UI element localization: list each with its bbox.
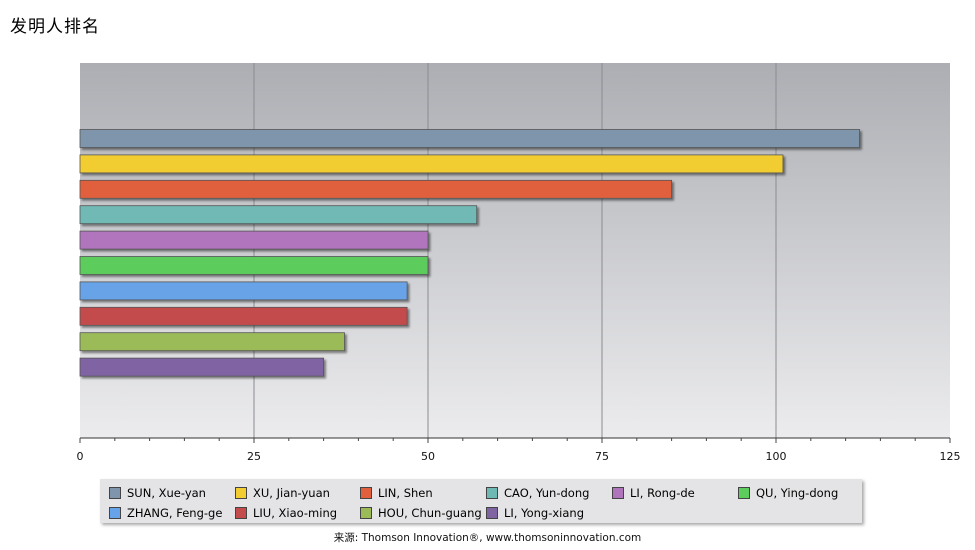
bars [79, 129, 860, 377]
x-tick-label: 100 [766, 450, 787, 463]
legend-item[interactable]: HOU, Chun-guang [360, 505, 482, 521]
legend-label: LI, Yong-xiang [504, 506, 585, 520]
bar-liu-xiao-ming[interactable] [79, 306, 408, 326]
chart-title: 发明人排名 [10, 17, 100, 37]
bar-qu-ying-dong[interactable] [79, 256, 429, 275]
x-tick-label: 125 [940, 450, 961, 463]
legend-swatch [360, 487, 372, 499]
legend-label: SUN, Xue-yan [127, 486, 206, 500]
x-tick-label: 0 [77, 450, 84, 463]
legend-label: XU, Jian-yuan [253, 486, 330, 500]
bar-cao-yun-dong[interactable] [79, 205, 478, 225]
x-axis-ticks: 0 25 50 75 100 125 [77, 438, 961, 463]
legend-swatch [109, 507, 121, 519]
legend-label: CAO, Yun-dong [504, 486, 590, 500]
legend-item[interactable]: QU, Ying-dong [738, 485, 838, 501]
legend-label: LIN, Shen [378, 486, 433, 500]
legend-item[interactable]: ZHANG, Feng-ge [109, 505, 222, 521]
legend-label: LIU, Xiao-ming [253, 506, 338, 520]
source-note: 来源: Thomson Innovation®, www.thomsoninno… [333, 532, 642, 544]
legend-item[interactable]: LI, Yong-xiang [486, 505, 584, 521]
legend-label: LI, Rong-de [630, 486, 695, 500]
legend-item[interactable]: SUN, Xue-yan [109, 485, 206, 501]
bar-lin-shen[interactable] [79, 179, 672, 199]
legend-swatch [486, 487, 498, 499]
legend-label: HOU, Chun-guang [378, 506, 482, 520]
legend-swatch [235, 487, 247, 499]
bar-zhang-feng-ge[interactable] [79, 281, 408, 301]
bar-sun-xue-yan[interactable] [79, 129, 860, 148]
x-tick-label: 75 [595, 450, 609, 463]
plot-area [80, 63, 950, 438]
legend-swatch [612, 487, 624, 499]
bar-xu-jian-yuan[interactable] [79, 154, 784, 174]
legend-swatch [360, 507, 372, 519]
legend-item[interactable]: CAO, Yun-dong [486, 485, 589, 501]
legend-item[interactable]: LIU, Xiao-ming [235, 505, 337, 521]
legend-swatch [486, 507, 498, 519]
legend-item[interactable]: XU, Jian-yuan [235, 485, 330, 501]
legend-swatch [109, 487, 121, 499]
bar-hou-chun-guang[interactable] [79, 332, 345, 352]
legend-swatch [235, 507, 247, 519]
legend-item[interactable]: LIN, Shen [360, 485, 433, 501]
legend-swatch [738, 487, 750, 499]
bar-li-yong-xiang[interactable] [79, 357, 325, 377]
legend-label: ZHANG, Feng-ge [127, 506, 223, 520]
x-tick-label: 25 [247, 450, 261, 463]
legend: SUN, Xue-yan XU, Jian-yuan LIN, Shen CAO, Y… [100, 479, 862, 523]
bar-chart: 0 25 50 75 100 125 [77, 63, 961, 463]
legend-item[interactable]: LI, Rong-de [612, 485, 695, 501]
bar-li-rong-de[interactable] [79, 230, 429, 250]
legend-label: QU, Ying-dong [756, 486, 839, 500]
x-tick-label: 50 [421, 450, 435, 463]
